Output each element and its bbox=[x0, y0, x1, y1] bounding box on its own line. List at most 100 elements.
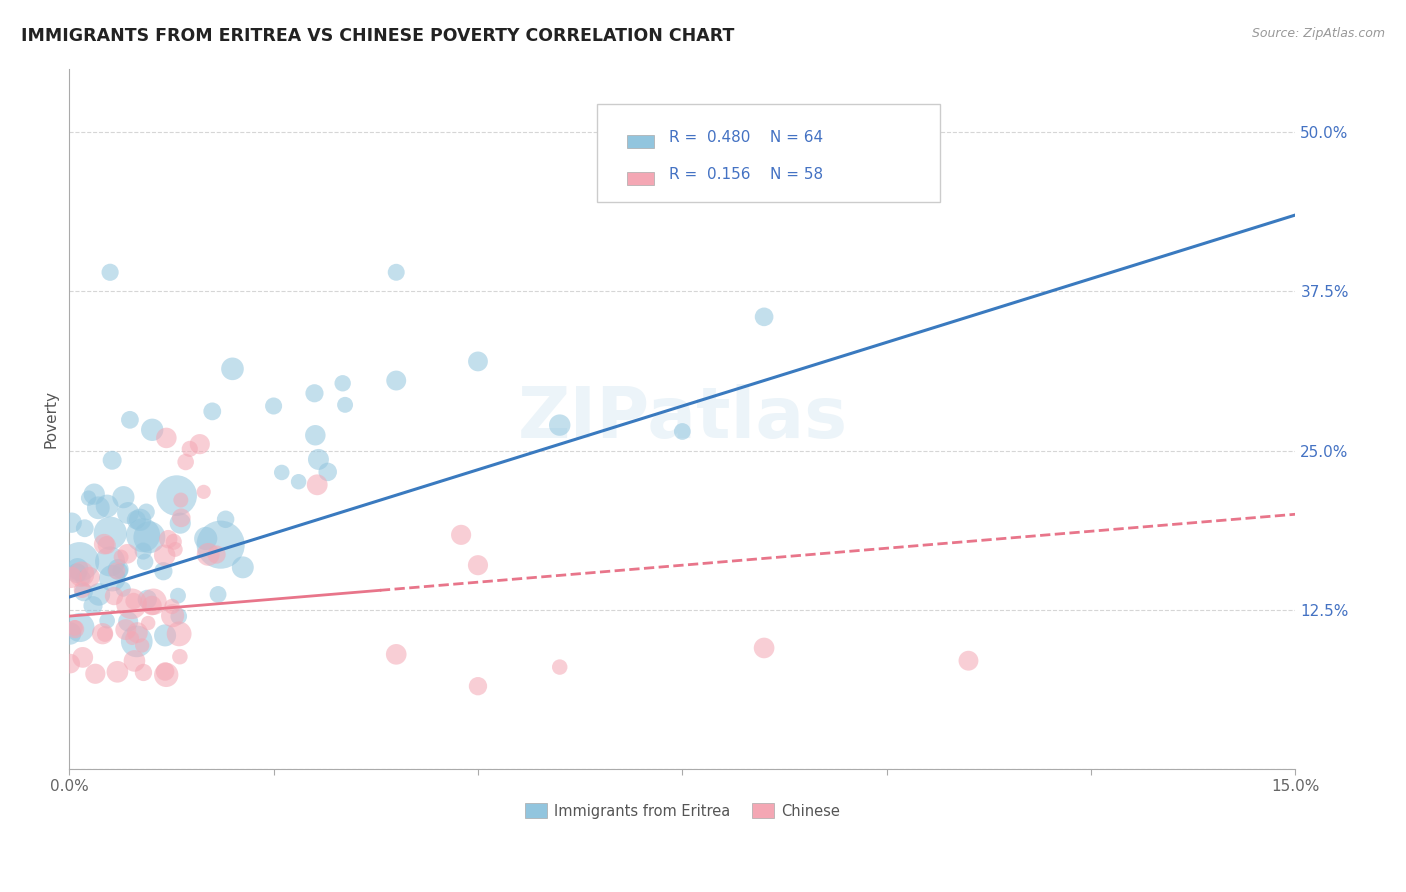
Point bbox=[98, 554, 121, 568]
Point bbox=[105, 564, 128, 578]
Point bbox=[96, 499, 118, 513]
Point bbox=[152, 564, 174, 578]
Point bbox=[60, 516, 83, 530]
Point bbox=[467, 354, 489, 368]
Point bbox=[132, 544, 155, 558]
Point bbox=[83, 487, 105, 501]
Legend: Immigrants from Eritrea, Chinese: Immigrants from Eritrea, Chinese bbox=[519, 797, 846, 825]
Point bbox=[69, 555, 91, 569]
Point bbox=[72, 571, 94, 585]
Point bbox=[121, 631, 143, 645]
Point bbox=[96, 538, 118, 552]
Point bbox=[117, 506, 139, 520]
Point bbox=[752, 640, 775, 655]
Point bbox=[103, 589, 125, 603]
Point bbox=[91, 626, 114, 640]
Point bbox=[59, 657, 82, 671]
Point bbox=[70, 582, 93, 597]
Point bbox=[270, 466, 292, 480]
Point bbox=[197, 548, 219, 562]
Point bbox=[96, 614, 118, 628]
FancyBboxPatch shape bbox=[627, 172, 654, 185]
Point bbox=[101, 453, 124, 467]
Point bbox=[450, 528, 472, 542]
Point bbox=[142, 595, 165, 609]
Point bbox=[188, 437, 211, 451]
Point bbox=[153, 665, 176, 679]
Point bbox=[304, 428, 326, 442]
Text: ZIPatlas: ZIPatlas bbox=[517, 384, 848, 453]
Point bbox=[112, 490, 135, 504]
Point bbox=[108, 564, 131, 578]
Point bbox=[166, 489, 188, 503]
Point bbox=[135, 505, 157, 519]
Point bbox=[73, 521, 96, 535]
Point bbox=[118, 413, 141, 427]
Point bbox=[548, 660, 571, 674]
Point bbox=[60, 570, 83, 584]
Point bbox=[125, 513, 148, 527]
Point bbox=[124, 654, 146, 668]
Point bbox=[132, 665, 155, 680]
Point bbox=[179, 442, 201, 456]
Point bbox=[63, 621, 86, 635]
Point bbox=[132, 528, 155, 542]
Point bbox=[160, 599, 183, 614]
Point bbox=[107, 562, 129, 576]
Point bbox=[94, 627, 117, 641]
Point bbox=[194, 532, 217, 546]
Point bbox=[316, 465, 339, 479]
Point bbox=[72, 585, 94, 599]
Point bbox=[167, 627, 190, 641]
Point bbox=[167, 589, 190, 603]
Point bbox=[752, 310, 775, 324]
Point bbox=[69, 620, 91, 634]
Y-axis label: Poverty: Poverty bbox=[44, 390, 58, 448]
Point bbox=[101, 571, 124, 585]
Point bbox=[141, 599, 163, 613]
Point bbox=[169, 649, 191, 664]
Point bbox=[125, 634, 148, 648]
Point bbox=[385, 265, 408, 279]
Point bbox=[170, 511, 193, 525]
Point bbox=[131, 639, 153, 653]
Point bbox=[307, 452, 329, 467]
Point bbox=[79, 570, 101, 584]
Point bbox=[117, 615, 139, 629]
Point bbox=[174, 455, 197, 469]
Point bbox=[957, 654, 980, 668]
Point bbox=[232, 560, 254, 574]
Point bbox=[201, 404, 224, 418]
Point bbox=[141, 423, 163, 437]
Point bbox=[263, 399, 285, 413]
Point bbox=[163, 534, 186, 549]
Point bbox=[87, 500, 110, 515]
Point bbox=[138, 530, 160, 544]
Point bbox=[467, 679, 489, 693]
Point bbox=[385, 374, 408, 388]
Point bbox=[385, 648, 408, 662]
Point bbox=[70, 567, 93, 582]
Point bbox=[671, 425, 693, 439]
Point bbox=[77, 491, 100, 505]
Point bbox=[122, 594, 145, 608]
Point bbox=[209, 538, 232, 552]
Point bbox=[84, 666, 107, 681]
Point bbox=[193, 484, 215, 499]
Point bbox=[121, 597, 143, 611]
Point bbox=[117, 547, 139, 561]
Point bbox=[155, 431, 177, 445]
Point bbox=[66, 562, 89, 576]
Point bbox=[59, 626, 82, 640]
Point bbox=[165, 542, 187, 557]
Point bbox=[167, 609, 190, 624]
Point bbox=[207, 587, 229, 601]
FancyBboxPatch shape bbox=[627, 136, 654, 147]
Point bbox=[157, 532, 180, 546]
Point bbox=[72, 650, 94, 665]
Point bbox=[205, 548, 228, 562]
Point bbox=[333, 398, 356, 412]
FancyBboxPatch shape bbox=[596, 103, 939, 202]
Point bbox=[153, 549, 176, 563]
Point bbox=[332, 376, 354, 391]
